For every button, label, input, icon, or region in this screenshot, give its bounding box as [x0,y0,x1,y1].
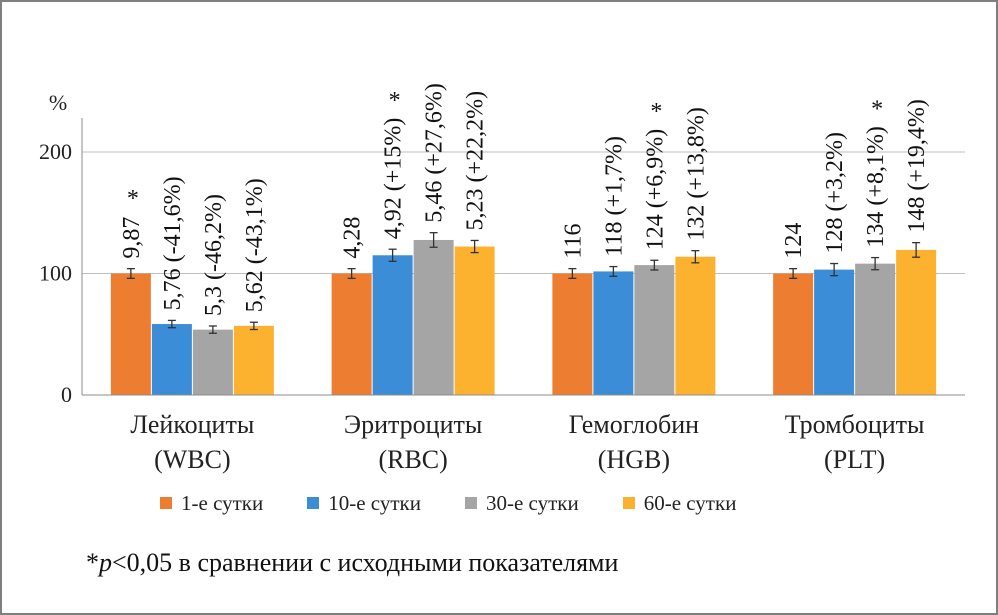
category-label: Тромбоциты [785,410,925,439]
bar [233,325,274,395]
legend-item: 1-е сутки [160,491,263,516]
footnote-star: * [86,548,99,577]
significance-star: * [127,186,139,212]
category-label: Эритроциты [344,410,482,439]
footnote-text: <0,05 в сравнении с исходными показателя… [112,548,619,577]
bar [552,273,593,395]
y-tick-label: 0 [61,382,72,407]
data-label: 148 (+19,4%) [904,99,930,233]
legend-swatch [160,497,172,509]
significance-star: * [389,88,401,114]
bar [110,273,151,395]
bar [896,249,937,395]
bar [331,273,372,395]
y-tick-label: 100 [39,261,72,286]
y-tick-label: 200 [39,139,72,164]
data-label: 5,3 (-46,2%) [201,194,227,316]
bar [593,271,634,395]
bar [413,239,454,395]
bar [634,265,675,395]
legend-label: 10-е сутки [328,490,421,515]
data-label: 4,92 (+15%) [381,118,407,240]
legend-swatch [307,497,320,509]
legend-label: 1-е сутки [181,490,264,515]
footnote-p: p [99,548,112,577]
data-label: 124 (+6,9%) [642,129,668,251]
bar-chart: 0 100 200% 9,87 * 5,76 (-41,6%) 5,3 (-46,2%) 5,… [39,83,965,474]
data-label: 132 (+13,8%) [683,107,709,241]
bar [454,246,495,395]
bar [814,269,855,395]
legend-swatch [464,497,477,509]
legend-item: 10-е сутки [307,491,421,516]
legend: 1-е сутки 10-е сутки 30-е сутки 60-е сутки [160,488,880,518]
data-label: 116 [560,224,586,259]
data-label: 9,87 [119,217,145,259]
category-label: (WBC) [154,445,231,474]
category-label: (RBC) [378,445,447,474]
data-label: 5,76 (-41,6%) [160,176,186,310]
legend-item: 60-е сутки [622,490,737,516]
bar [855,263,896,395]
category-label: Гемоглобин [569,410,700,439]
data-label: 118 (+1,7%) [601,136,627,257]
significance-star: * [650,99,662,125]
legend-label: 30-е сутки [485,490,579,515]
category-label: (HGB) [598,445,670,474]
legend-label: 60-е сутки [643,490,737,515]
data-label: 5,62 (-43,1%) [242,178,268,312]
data-label: 5,23 (+22,2%) [463,91,489,231]
category-label: (PLT) [824,445,885,474]
y-unit-label: % [49,90,67,115]
bar [773,273,814,395]
bar [372,255,413,395]
data-label: 128 (+3,2%) [822,132,848,254]
data-label: 124 [781,223,807,259]
significance-star: * [871,96,883,122]
bar [151,324,192,395]
legend-swatch [622,497,635,509]
footnote: *p<0,05 в сравнении с исходными показате… [86,548,618,578]
bar [192,329,233,395]
category-label: Лейкоциты [130,410,254,439]
legend-item: 30-е сутки [464,490,579,516]
data-label: 4,28 [340,217,366,259]
data-label: 5,46 (+27,6%) [422,83,448,223]
bar [675,256,716,395]
data-label: 134 (+8,1%) [863,126,889,248]
